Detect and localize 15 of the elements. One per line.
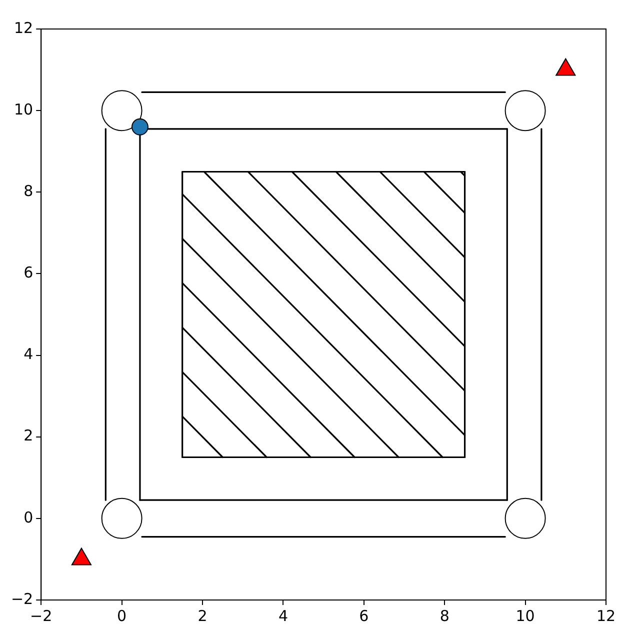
y-tick-label: 4: [24, 345, 34, 364]
x-tick-label: 2: [198, 606, 208, 625]
y-tick-label: 12: [14, 18, 34, 37]
x-tick-label: 8: [440, 606, 450, 625]
y-tick-label: 6: [24, 264, 34, 282]
y-tick-label: 10: [14, 100, 34, 118]
x-tick-label: 4: [278, 606, 288, 625]
y-tick-label: 0: [24, 508, 34, 526]
x-tick-label: 6: [359, 606, 369, 625]
x-tick-label: 12: [596, 606, 616, 625]
x-tick-label: 10: [516, 606, 535, 625]
y-tick-label: 8: [24, 182, 34, 200]
y-tick-label: −2: [10, 590, 34, 608]
y-tick-label: 2: [24, 426, 34, 445]
x-tick-label: 0: [117, 606, 127, 625]
